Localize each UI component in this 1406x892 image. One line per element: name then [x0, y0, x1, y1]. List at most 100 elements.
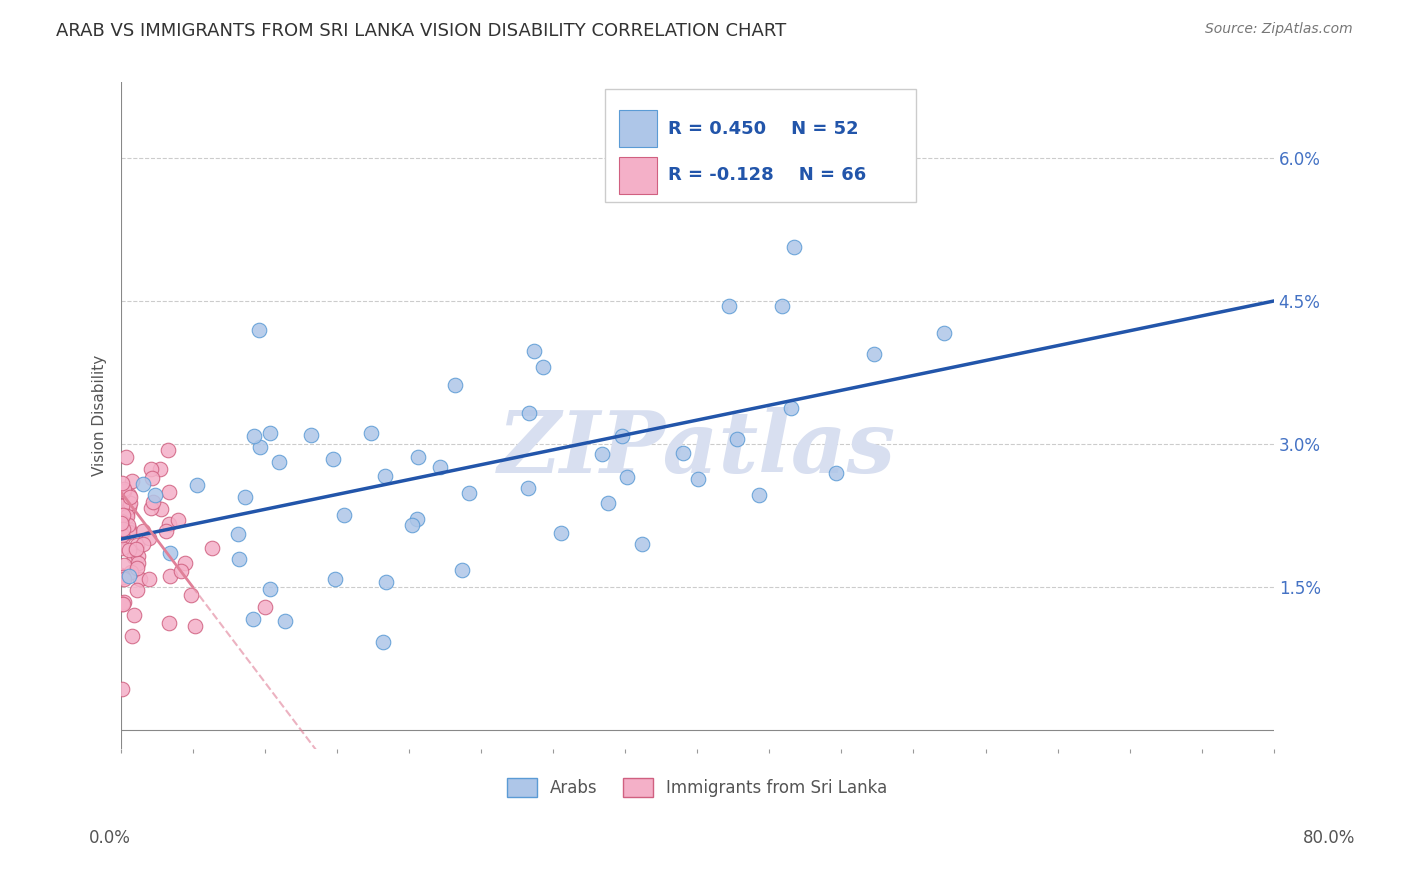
Point	[401, 518, 423, 533]
Point	[863, 346, 886, 360]
Point	[117, 500, 139, 514]
Point	[127, 538, 149, 552]
Point	[259, 425, 281, 440]
Point	[550, 525, 572, 540]
Text: R = -0.128    N = 66: R = -0.128 N = 66	[668, 166, 866, 185]
Point	[450, 563, 472, 577]
Text: Source: ZipAtlas.com: Source: ZipAtlas.com	[1205, 22, 1353, 37]
Point	[120, 496, 142, 510]
Point	[186, 478, 208, 492]
Point	[267, 455, 290, 469]
Point	[112, 530, 135, 544]
Point	[325, 572, 347, 586]
Point	[167, 513, 190, 527]
Point	[139, 462, 162, 476]
Point	[157, 442, 180, 457]
Point	[374, 469, 396, 483]
Point	[121, 474, 143, 488]
Point	[247, 323, 270, 337]
Point	[143, 488, 166, 502]
Point	[159, 546, 181, 560]
Point	[110, 514, 132, 528]
Point	[111, 541, 134, 555]
Point	[129, 572, 152, 586]
Point	[127, 549, 149, 563]
Point	[517, 406, 540, 420]
Point	[233, 490, 256, 504]
Y-axis label: Vision Disability: Vision Disability	[93, 355, 107, 476]
Point	[110, 568, 132, 582]
Point	[159, 569, 181, 583]
Point	[780, 401, 803, 415]
Point	[132, 537, 155, 551]
Point	[226, 526, 249, 541]
Point	[173, 556, 195, 570]
Point	[125, 541, 148, 556]
Point	[111, 570, 134, 584]
Point	[112, 572, 135, 586]
Point	[111, 597, 134, 611]
Point	[155, 524, 177, 539]
Point	[201, 541, 224, 555]
Point	[170, 564, 193, 578]
Point	[120, 565, 142, 579]
Point	[150, 501, 173, 516]
Point	[112, 595, 135, 609]
Point	[111, 500, 134, 514]
Point	[118, 488, 141, 502]
Point	[243, 429, 266, 443]
Legend: Arabs, Immigrants from Sri Lanka: Arabs, Immigrants from Sri Lanka	[501, 772, 894, 804]
Point	[118, 522, 141, 536]
Point	[132, 476, 155, 491]
Point	[299, 428, 322, 442]
Point	[770, 299, 793, 313]
Point	[443, 377, 465, 392]
Point	[274, 614, 297, 628]
Point	[630, 536, 652, 550]
FancyBboxPatch shape	[605, 88, 917, 202]
Point	[157, 485, 180, 500]
Point	[117, 517, 139, 532]
Point	[127, 556, 149, 570]
Point	[322, 451, 344, 466]
Point	[121, 629, 143, 643]
Point	[118, 542, 141, 557]
Point	[114, 450, 136, 465]
Bar	[619, 111, 657, 147]
Text: 0.0%: 0.0%	[89, 829, 131, 847]
Text: R = 0.450    N = 52: R = 0.450 N = 52	[668, 120, 859, 137]
Point	[598, 495, 620, 509]
Point	[672, 446, 695, 460]
Point	[125, 561, 148, 575]
Point	[825, 466, 848, 480]
Point	[112, 597, 135, 611]
Point	[125, 583, 148, 598]
Point	[142, 495, 165, 509]
Point	[111, 681, 134, 696]
Point	[253, 599, 276, 614]
Point	[249, 440, 271, 454]
Point	[122, 549, 145, 564]
Point	[141, 471, 163, 485]
Point	[610, 429, 633, 443]
Point	[242, 612, 264, 626]
Point	[132, 524, 155, 538]
Point	[120, 490, 142, 504]
Point	[148, 462, 170, 476]
Point	[139, 501, 162, 516]
Point	[118, 569, 141, 583]
Point	[115, 509, 138, 524]
Point	[138, 531, 160, 545]
Point	[122, 607, 145, 622]
Point	[259, 582, 281, 596]
Point	[111, 510, 134, 524]
Point	[112, 483, 135, 498]
Point	[405, 512, 427, 526]
Point	[725, 432, 748, 446]
Point	[184, 619, 207, 633]
Point	[180, 588, 202, 602]
Point	[616, 470, 638, 484]
Point	[458, 486, 481, 500]
Point	[333, 508, 356, 522]
Point	[517, 481, 540, 495]
